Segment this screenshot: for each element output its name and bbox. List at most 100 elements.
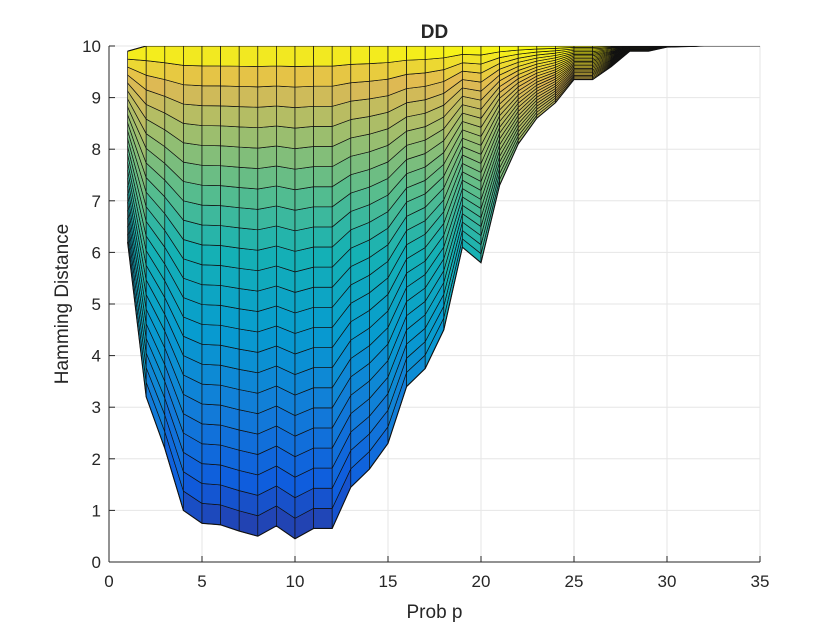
surface-cell xyxy=(332,64,351,86)
surface-cell xyxy=(295,207,314,231)
surface-cell xyxy=(258,146,277,169)
surface-cell xyxy=(314,468,333,488)
x-tick-label: 35 xyxy=(751,572,770,591)
surface-cell xyxy=(388,46,407,63)
surface-cell xyxy=(239,228,258,250)
surface-cell xyxy=(221,86,240,107)
surface-cell xyxy=(314,167,333,187)
surface-cell xyxy=(202,265,221,286)
surface-cell xyxy=(276,126,295,149)
y-tick-label: 4 xyxy=(92,347,101,366)
surface-cell xyxy=(407,73,426,89)
x-tick-label: 0 xyxy=(104,572,113,591)
surface-cell xyxy=(202,464,221,485)
surface-cell xyxy=(295,167,314,190)
surface-cell xyxy=(258,46,277,66)
surface-cell xyxy=(314,408,333,428)
surface-cell xyxy=(295,86,314,107)
surface-cell xyxy=(239,248,258,271)
surface-cell xyxy=(239,208,258,230)
surface-cell xyxy=(239,127,258,148)
surface-cell xyxy=(239,46,258,66)
x-axis-label: Prob p xyxy=(407,602,463,623)
surface-cell xyxy=(462,54,481,64)
surface-cell xyxy=(239,289,258,312)
surface-cell xyxy=(295,46,314,67)
surface-cell xyxy=(276,186,295,210)
surface-cell xyxy=(202,46,221,66)
surface-cell xyxy=(314,508,333,528)
surface-cell xyxy=(202,484,221,505)
surface-cell xyxy=(202,324,221,345)
x-tick-label: 5 xyxy=(197,572,206,591)
surface-cell xyxy=(146,46,165,63)
surface-cell xyxy=(314,388,333,408)
surface-cell xyxy=(314,147,333,167)
surface-cell xyxy=(221,246,240,269)
surface-cell xyxy=(239,66,258,87)
surface-cell xyxy=(183,143,202,166)
surface-cell xyxy=(239,369,258,393)
surface-cell xyxy=(221,265,240,288)
surface-cell xyxy=(221,325,240,349)
surface-cell xyxy=(276,106,295,128)
surface-cell xyxy=(183,104,202,126)
surface-cell xyxy=(221,66,240,86)
surface-cell xyxy=(314,267,333,287)
surface-cell xyxy=(314,66,333,86)
x-tick-label: 30 xyxy=(658,572,677,591)
surface-cell xyxy=(202,444,221,465)
y-tick-label: 6 xyxy=(92,243,101,262)
surface-cell xyxy=(258,166,277,189)
surface-cell xyxy=(258,206,277,230)
surface-cell xyxy=(314,207,333,227)
y-tick-label: 3 xyxy=(92,398,101,417)
y-tick-label: 9 xyxy=(92,89,101,108)
y-tick-label: 10 xyxy=(82,37,101,56)
surface-cell xyxy=(276,46,295,67)
surface-cell xyxy=(202,404,221,425)
surface-cell xyxy=(183,162,202,185)
surface-cell xyxy=(314,488,333,508)
surface-cell xyxy=(295,106,314,128)
surface-cell xyxy=(314,247,333,267)
surface-cell xyxy=(407,46,426,60)
y-axis-label: Hamming Distance xyxy=(52,224,73,385)
surface-cell xyxy=(165,46,184,65)
surface-cell xyxy=(202,364,221,385)
surface-cell xyxy=(314,428,333,448)
surface-cell xyxy=(295,66,314,87)
surface-cell xyxy=(369,63,388,82)
x-tick-label: 20 xyxy=(472,572,491,591)
surface-cell xyxy=(221,166,240,188)
surface-cell xyxy=(314,227,333,247)
surface-cell xyxy=(369,79,388,99)
surface-cell xyxy=(407,86,426,102)
surface-cell xyxy=(221,305,240,329)
surface-cell xyxy=(258,186,277,209)
surface-cell xyxy=(202,185,221,205)
y-tick-label: 7 xyxy=(92,192,101,211)
surface-cell xyxy=(221,126,240,147)
surface-cell xyxy=(462,63,481,73)
y-tick-label: 1 xyxy=(92,501,101,520)
surface-cell xyxy=(351,99,370,120)
surface-cell xyxy=(276,146,295,169)
surface-cell xyxy=(202,344,221,365)
y-tick-label: 5 xyxy=(92,295,101,314)
surface-cell xyxy=(518,46,537,50)
surface-cell xyxy=(221,226,240,249)
surface-cell xyxy=(202,245,221,266)
surface-cell xyxy=(314,368,333,388)
surface-cell xyxy=(314,126,333,146)
surface-cell xyxy=(314,106,333,126)
y-tick-label: 0 xyxy=(92,553,101,572)
surface-cell xyxy=(239,309,258,332)
surface-cell xyxy=(462,46,481,55)
surface-cell xyxy=(202,225,221,246)
x-tick-label: 15 xyxy=(379,572,398,591)
surface-cell xyxy=(202,285,221,306)
surface-cell xyxy=(239,86,258,107)
